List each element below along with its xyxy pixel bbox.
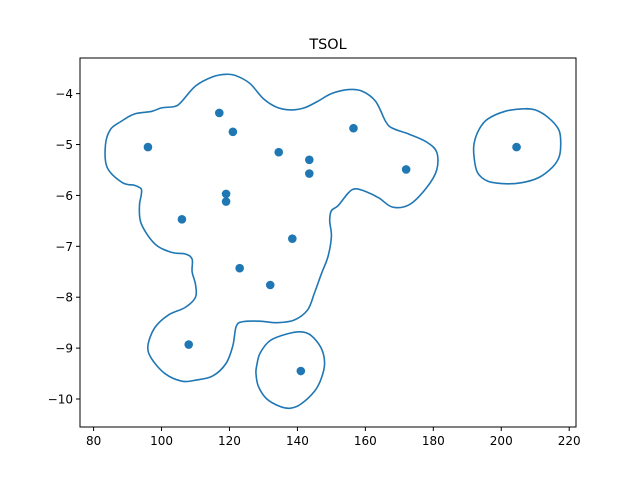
data-point (184, 340, 194, 349)
x-tick-label: 180 (422, 434, 445, 448)
density-contour (472, 107, 562, 185)
x-tick-label: 140 (286, 434, 309, 448)
x-tick-label: 160 (354, 434, 377, 448)
x-tick-label: 80 (86, 434, 101, 448)
data-point (221, 197, 231, 206)
y-axis: −4 −5 −6 −7 −8 −9 −10 (48, 87, 80, 407)
plot-frame (79, 57, 577, 428)
y-tick-label: −8 (55, 291, 73, 305)
data-point (305, 169, 314, 178)
y-tick-label: −6 (55, 189, 73, 203)
y-tick-label: −4 (55, 87, 73, 101)
x-axis: 80 100 120 140 160 180 200 220 (86, 427, 581, 448)
data-point (221, 189, 231, 199)
y-tick-label: −5 (55, 138, 73, 152)
data-point (349, 123, 358, 133)
y-tick-label: −10 (48, 393, 73, 407)
data-point (512, 142, 521, 152)
y-tick-label: −9 (55, 342, 73, 356)
x-tick-label: 200 (490, 434, 513, 448)
density-contour (104, 73, 439, 383)
data-point (274, 147, 284, 157)
data-point (288, 234, 297, 243)
data-point (143, 142, 153, 152)
chart-title: TSOL (308, 37, 346, 53)
data-point (214, 108, 224, 118)
data-point (401, 165, 411, 174)
data-point (265, 280, 275, 290)
data-point (228, 127, 238, 137)
data-point (296, 366, 306, 376)
data-point (235, 263, 244, 273)
density-contours (104, 73, 562, 410)
density-contour (255, 330, 326, 410)
x-tick-label: 120 (218, 434, 241, 448)
data-point (177, 215, 187, 224)
scatter-points (143, 108, 521, 376)
y-tick-label: −7 (55, 240, 73, 254)
x-tick-label: 220 (558, 434, 581, 448)
data-point (305, 155, 314, 165)
x-tick-label: 100 (150, 434, 173, 448)
